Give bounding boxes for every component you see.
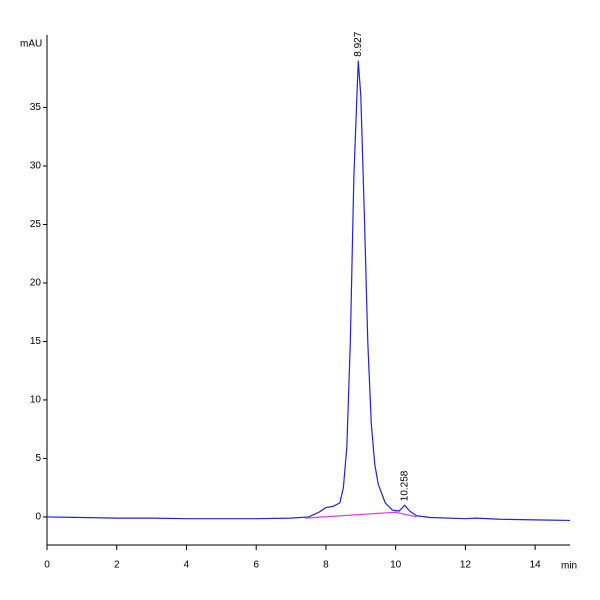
y-tick-label: 30 — [30, 161, 42, 172]
x-tick-label: 8 — [323, 560, 329, 571]
y-tick-label: 20 — [30, 278, 42, 289]
x-tick-label: 14 — [530, 560, 542, 571]
x-tick-label: 0 — [44, 560, 50, 571]
x-tick-label: 4 — [184, 560, 190, 571]
y-axis-label: mAU — [20, 39, 42, 50]
y-tick-label: 35 — [30, 102, 42, 113]
y-tick-label: 0 — [35, 512, 41, 523]
signal-line — [46, 60, 571, 522]
x-tick-label: 12 — [460, 560, 472, 571]
x-tick-label: 10 — [390, 560, 402, 571]
signal-line — [304, 511, 417, 519]
x-tick-label: 6 — [253, 560, 259, 571]
x-axis-label: min — [561, 561, 577, 572]
y-tick-label: 25 — [30, 219, 42, 230]
y-tick-label: 10 — [30, 395, 42, 406]
peak-label: 8.927 — [353, 31, 364, 56]
x-tick-label: 2 — [114, 560, 120, 571]
peak-label: 10.258 — [399, 470, 410, 501]
y-tick-label: 15 — [30, 336, 42, 347]
y-tick-label: 5 — [35, 453, 41, 464]
